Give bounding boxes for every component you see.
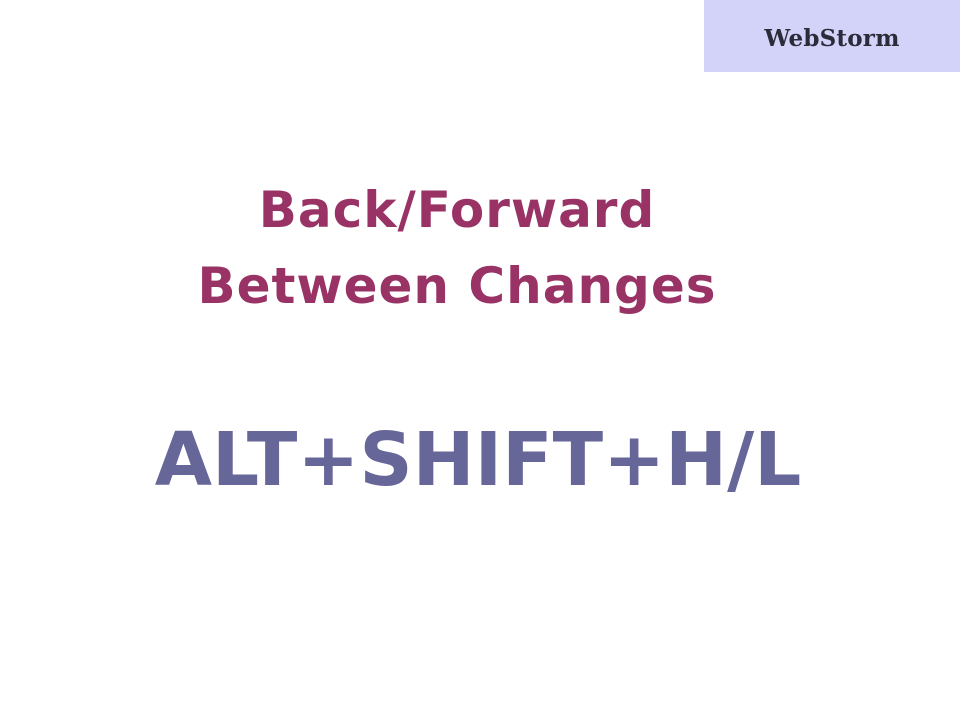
brand-label: WebStorm	[764, 24, 900, 52]
slide-title-line-2: Between Changes	[197, 257, 717, 315]
slide-title-line-1: Back/Forward	[258, 181, 656, 239]
slide-title: Back/Forward Between Changes	[0, 172, 914, 324]
keyboard-shortcut: ALT+SHIFT+H/L	[154, 417, 802, 503]
brand-box: WebStorm	[704, 0, 960, 72]
